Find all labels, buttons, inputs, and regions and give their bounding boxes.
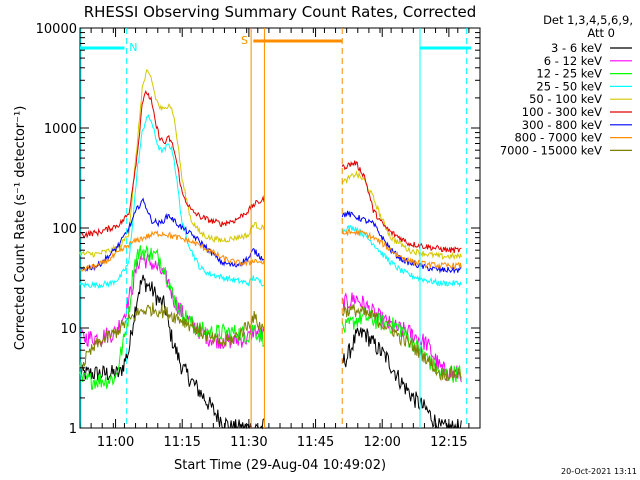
series-line-100-300-keV-seg1 bbox=[79, 89, 265, 239]
legend-entry-label: 800 - 7000 keV bbox=[514, 131, 602, 145]
legend-header-line-1: Det 1,3,4,5,6,9, bbox=[543, 13, 633, 27]
legend-entry-label: 300 - 800 keV bbox=[522, 118, 602, 132]
footer-timestamp: 20-Oct-2021 13:11 bbox=[561, 467, 637, 476]
series-line-50-100-keV-seg2 bbox=[341, 170, 462, 261]
night-annotation-label: N bbox=[129, 41, 137, 54]
legend-header-line-2: Att 0 bbox=[587, 26, 615, 40]
x-tick-label: 11:30 bbox=[230, 435, 267, 450]
series-line-300-800-keV-seg1 bbox=[79, 197, 265, 272]
x-tick-label: 11:15 bbox=[163, 435, 200, 450]
y-tick-label: 1 bbox=[69, 422, 77, 437]
y-tick-label: 10 bbox=[60, 322, 77, 337]
legend-entry-label: 12 - 25 keV bbox=[536, 67, 602, 81]
series-line-7000-15000-keV-seg1 bbox=[79, 302, 265, 370]
series-line-7000-15000-keV-seg2 bbox=[341, 304, 462, 382]
legend-entry-label: 25 - 50 keV bbox=[536, 79, 602, 93]
series-group bbox=[79, 69, 462, 430]
series-line-25-50-keV-seg2 bbox=[341, 224, 462, 287]
y-axis-ticks: 1 10 100 1000 10000 bbox=[36, 22, 480, 437]
legend-entry-label: 100 - 300 keV bbox=[522, 105, 602, 119]
x-tick-label: 11:00 bbox=[97, 435, 134, 450]
y-tick-label: 1000 bbox=[44, 122, 77, 137]
legend-entry-label: 6 - 12 keV bbox=[544, 54, 602, 68]
y-tick-label: 100 bbox=[52, 222, 77, 237]
y-tick-label: 10000 bbox=[36, 22, 77, 37]
x-axis-label: Start Time (29-Aug-04 10:49:02) bbox=[174, 458, 386, 473]
x-tick-label: 12:00 bbox=[363, 435, 400, 450]
legend-entry-label: 50 - 100 keV bbox=[529, 92, 602, 106]
series-line-12-25-keV-seg1 bbox=[79, 244, 265, 390]
y-axis-label: Corrected Count Rate (s⁻¹ detector⁻¹) bbox=[13, 106, 28, 351]
series-line-3-6-keV-seg2 bbox=[341, 327, 462, 429]
x-axis-ticks: 11:00 11:15 11:30 11:45 12:00 12:15 bbox=[79, 28, 470, 450]
series-line-800-7000-keV-seg2 bbox=[341, 229, 462, 270]
series-line-50-100-keV-seg1 bbox=[79, 69, 265, 258]
legend-entry-label: 7000 - 15000 keV bbox=[500, 143, 602, 157]
series-line-100-300-keV-seg2 bbox=[341, 160, 462, 254]
legend-entry-label: 3 - 6 keV bbox=[551, 41, 602, 55]
x-tick-label: 11:45 bbox=[297, 435, 334, 450]
saa-annotation-label: S bbox=[241, 34, 248, 47]
chart-title: RHESSI Observing Summary Count Rates, Co… bbox=[84, 3, 477, 21]
series-line-25-50-keV-seg1 bbox=[79, 114, 265, 290]
series-line-300-800-keV-seg2 bbox=[341, 210, 462, 275]
series-line-800-7000-keV-seg1 bbox=[79, 230, 265, 273]
x-tick-label: 12:15 bbox=[430, 435, 467, 450]
series-line-3-6-keV-seg1 bbox=[79, 274, 265, 430]
